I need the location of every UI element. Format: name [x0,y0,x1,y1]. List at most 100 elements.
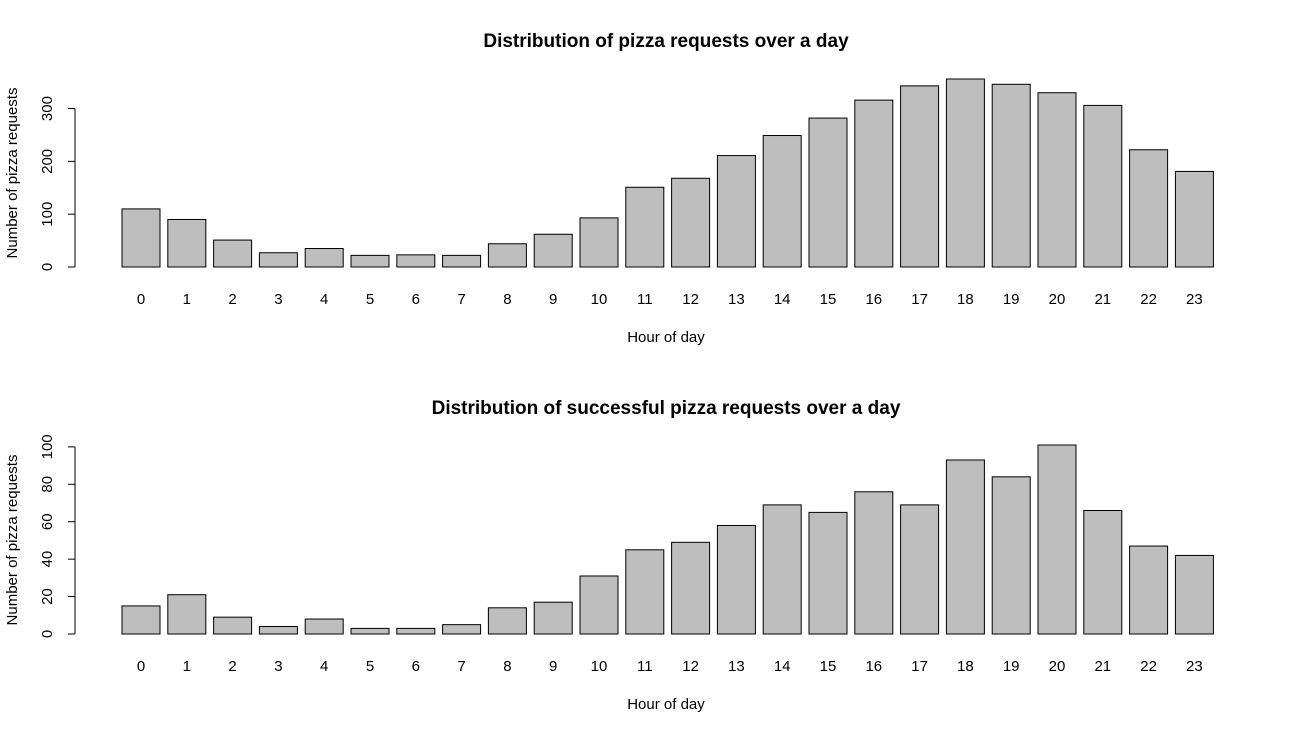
bar-hour-0 [121,605,161,635]
x-tick-label: 12 [682,658,699,675]
x-tick-label: 7 [457,291,465,308]
x-tick-label: 7 [457,658,465,675]
bar-hour-7 [442,254,482,268]
bar-hour-18 [945,459,985,635]
x-tick-label: 0 [137,658,145,675]
bar-hour-15 [808,117,848,268]
chart-panel-requests: Distribution of pizza requests over a da… [4,31,1214,346]
bar-hour-23 [1174,170,1214,268]
x-axis-label: Hour of day [627,329,705,346]
bar-hour-20 [1037,444,1077,635]
x-tick-label: 9 [549,291,557,308]
bar-hour-16 [854,491,894,635]
bar-hour-21 [1083,510,1123,635]
bar-hour-10 [579,575,619,635]
bar-hour-13 [716,155,756,268]
x-tick-label: 5 [366,291,374,308]
y-tick-label: 80 [39,476,56,493]
bar-hour-19 [991,476,1031,635]
x-tick-label: 15 [820,658,837,675]
chart-panel-successful-requests: Distribution of successful pizza request… [4,398,1214,713]
bar-hour-6 [396,627,436,635]
bar-hour-5 [350,627,390,635]
bar-hour-2 [213,616,253,635]
bar-hour-15 [808,511,848,635]
y-tick-label: 0 [39,263,56,271]
x-tick-label: 21 [1094,291,1111,308]
x-tick-label: 0 [137,291,145,308]
bar-hour-11 [625,549,665,635]
bar-hour-3 [258,252,298,268]
bar-hour-22 [1129,149,1169,268]
x-tick-label: 6 [412,658,420,675]
x-tick-label: 3 [274,658,282,675]
bar-hour-0 [121,208,161,268]
bar-hour-2 [213,239,253,268]
bar-hour-13 [716,524,756,635]
x-tick-label: 19 [1003,658,1020,675]
bar-hour-1 [167,218,207,268]
x-tick-label: 23 [1186,658,1203,675]
bar-hour-19 [991,83,1031,268]
x-tick-label: 17 [911,291,928,308]
bar-hour-14 [762,135,802,268]
bar-hour-14 [762,504,802,635]
bar-hour-7 [442,624,482,635]
x-tick-label: 8 [503,658,511,675]
y-axis-label: Number of pizza requests [4,88,21,259]
x-tick-label: 22 [1140,291,1157,308]
x-tick-label: 1 [183,291,191,308]
x-tick-label: 19 [1003,291,1020,308]
bar-hour-8 [487,607,527,635]
y-tick-label: 0 [39,630,56,638]
x-tick-label: 10 [591,658,608,675]
bar-hour-22 [1129,545,1169,635]
x-tick-label: 2 [228,291,236,308]
x-tick-label: 11 [637,658,653,675]
x-tick-label: 11 [637,291,653,308]
x-tick-label: 9 [549,658,557,675]
y-tick-label: 40 [39,551,56,568]
bar-hour-23 [1174,554,1214,635]
x-tick-label: 2 [228,658,236,675]
chart-title: Distribution of successful pizza request… [432,398,901,419]
y-tick-label: 20 [39,588,56,605]
x-tick-label: 8 [503,291,511,308]
bar-hour-5 [350,254,390,268]
x-tick-label: 21 [1094,658,1111,675]
y-tick-label: 200 [39,149,56,174]
chart-title: Distribution of pizza requests over a da… [483,31,849,52]
y-axis-label: Number of pizza requests [4,455,21,626]
bar-hour-4 [304,248,344,268]
bar-hour-21 [1083,104,1123,268]
x-axis-label: Hour of day [627,696,705,713]
x-tick-label: 1 [183,658,191,675]
x-tick-label: 22 [1140,658,1157,675]
bar-hour-12 [671,541,711,635]
x-tick-label: 13 [728,658,745,675]
bar-hour-10 [579,217,619,268]
x-tick-label: 20 [1049,658,1066,675]
bar-hour-9 [533,601,573,635]
bar-hour-18 [945,78,985,268]
x-tick-label: 14 [774,291,791,308]
x-tick-label: 14 [774,658,791,675]
x-tick-label: 4 [320,658,328,675]
y-tick-label: 300 [39,96,56,121]
x-tick-label: 17 [911,658,928,675]
bar-hour-4 [304,618,344,635]
bar-hour-17 [900,504,940,635]
x-tick-label: 3 [274,291,282,308]
x-tick-label: 4 [320,291,328,308]
bar-hour-20 [1037,92,1077,268]
bar-hour-1 [167,594,207,635]
bar-hour-3 [258,626,298,635]
y-tick-label: 100 [39,434,56,459]
x-tick-label: 12 [682,291,699,308]
bar-hour-16 [854,99,894,268]
x-tick-label: 18 [957,658,974,675]
y-tick-label: 100 [39,202,56,227]
bar-hour-9 [533,233,573,268]
y-tick-label: 60 [39,513,56,530]
